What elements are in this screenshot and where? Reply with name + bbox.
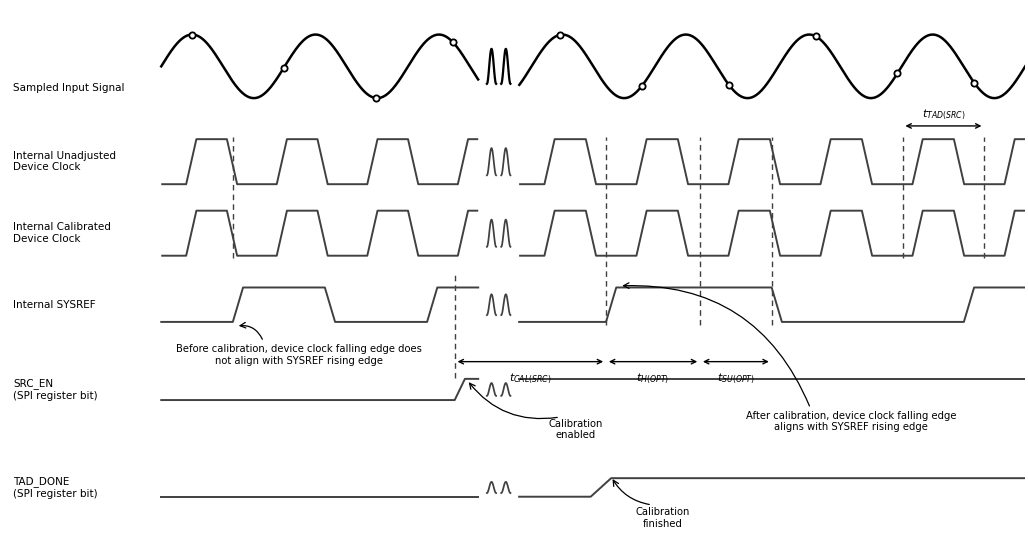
Text: Calibration
enabled: Calibration enabled bbox=[548, 418, 602, 440]
Text: Internal Unadjusted
Device Clock: Internal Unadjusted Device Clock bbox=[13, 151, 116, 172]
Text: $t_{SU(OPT)}$: $t_{SU(OPT)}$ bbox=[717, 371, 755, 386]
Text: $t_{CAL(SRC)}$: $t_{CAL(SRC)}$ bbox=[509, 371, 552, 386]
Text: $t_{TAD(SRC)}$: $t_{TAD(SRC)}$ bbox=[922, 107, 965, 122]
Text: TAD_DONE
(SPI register bit): TAD_DONE (SPI register bit) bbox=[13, 476, 98, 499]
Text: After calibration, device clock falling edge
aligns with SYSREF rising edge: After calibration, device clock falling … bbox=[746, 411, 957, 432]
Text: $t_{H(OPT)}$: $t_{H(OPT)}$ bbox=[636, 371, 669, 386]
Text: Internal SYSREF: Internal SYSREF bbox=[13, 300, 96, 310]
Text: SRC_EN
(SPI register bit): SRC_EN (SPI register bit) bbox=[13, 378, 98, 401]
Text: Calibration
finished: Calibration finished bbox=[635, 507, 690, 528]
Text: Before calibration, device clock falling edge does
not align with SYSREF rising : Before calibration, device clock falling… bbox=[177, 344, 423, 366]
Text: Internal Calibrated
Device Clock: Internal Calibrated Device Clock bbox=[13, 222, 111, 244]
Text: Sampled Input Signal: Sampled Input Signal bbox=[13, 83, 124, 92]
